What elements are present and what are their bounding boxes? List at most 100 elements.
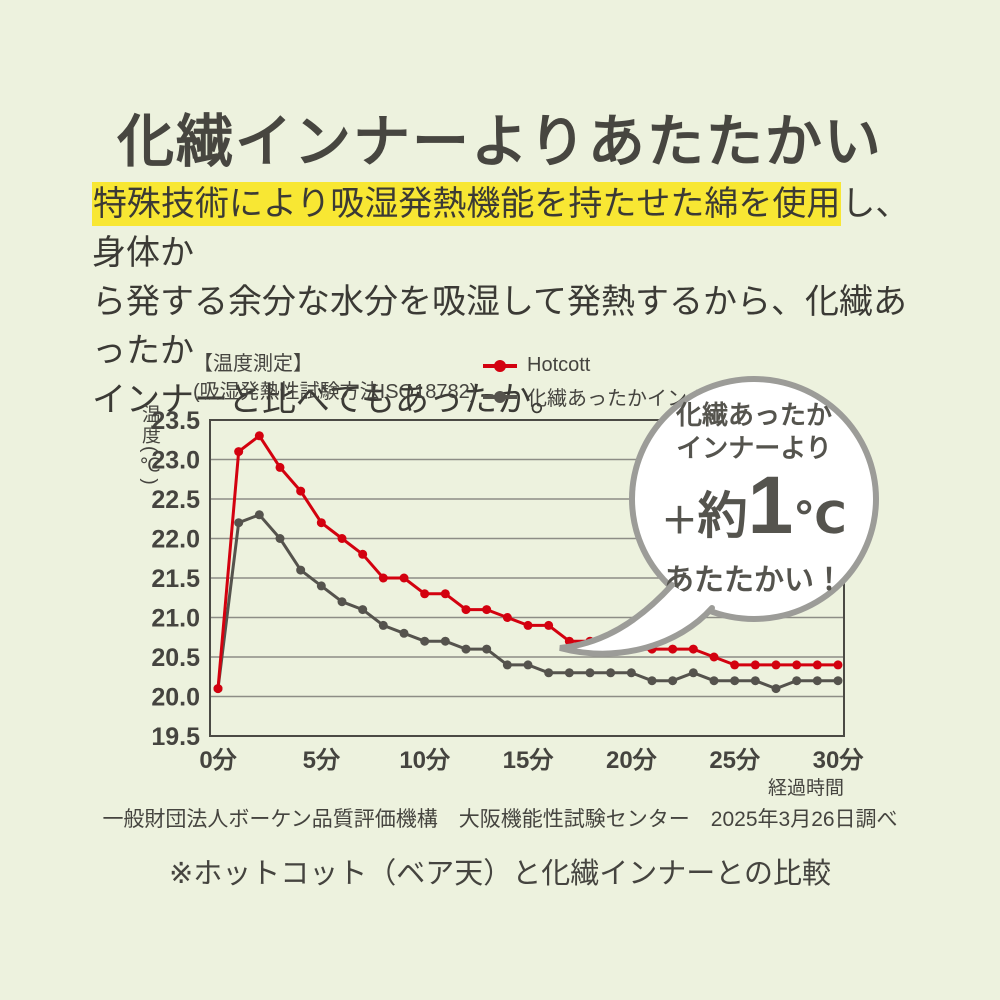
y-tick-label: 22.5: [151, 486, 200, 514]
data-point: [399, 573, 409, 583]
data-point: [833, 660, 843, 670]
intro-line-3: インナーと比べてもあったか。: [92, 381, 565, 419]
y-tick-label: 23.5: [151, 407, 200, 435]
data-point: [668, 644, 678, 654]
data-point: [688, 644, 698, 654]
speech-bubble: 化繊あったか インナーより ＋ 約 1 ℃ あたたかい！: [629, 376, 879, 622]
data-point: [833, 676, 843, 686]
data-point: [771, 684, 781, 694]
bubble-line-4: あたたかい！: [664, 563, 844, 597]
data-point: [771, 660, 781, 670]
data-point: [544, 668, 554, 678]
x-tick-label: 30分: [813, 747, 865, 774]
chart-caption-title: 【温度測定】: [193, 353, 313, 375]
data-point: [647, 676, 657, 686]
data-point: [296, 565, 306, 575]
y-tick-label: 21.0: [151, 605, 200, 633]
data-point: [792, 676, 802, 686]
temperature-delta-value: 1: [747, 459, 794, 551]
data-point: [234, 447, 244, 457]
comparison-note: ※ホットコット（ベア天）と化繊インナーとの比較: [168, 858, 831, 890]
data-point: [482, 644, 492, 654]
data-point: [544, 620, 554, 630]
x-tick-label: 15分: [503, 747, 555, 774]
x-axis-label: 経過時間: [768, 777, 844, 799]
data-point: [523, 660, 533, 670]
data-point: [254, 431, 264, 441]
data-point: [502, 660, 512, 670]
bubble-line-1: 化繊あったか: [675, 399, 832, 430]
data-point: [337, 534, 347, 543]
y-tick-label: 23.0: [151, 447, 200, 475]
data-point: [275, 462, 285, 472]
data-point: [502, 613, 512, 622]
intro-paragraph: 特殊技術により吸湿発熱機能を持たせた綿を使用し、身体か ら発する余分な水分を吸湿…: [92, 180, 932, 425]
y-tick-label: 20.5: [151, 644, 200, 672]
legend-label: Hotcott: [527, 354, 591, 376]
data-point: [482, 605, 492, 615]
data-point: [378, 573, 388, 583]
celsius-unit: ℃: [793, 493, 847, 543]
test-source-text: 一般財団法人ボーケン品質評価機構 大阪機能性試験センター 2025年3月26日調…: [102, 808, 898, 831]
data-point: [626, 668, 636, 678]
legend-item: Hotcott: [483, 354, 727, 377]
legend-marker-icon: [483, 359, 517, 372]
x-tick-label: 20分: [606, 747, 658, 774]
data-point: [316, 518, 326, 528]
data-point: [378, 620, 388, 630]
data-point: [358, 549, 368, 559]
y-tick-label: 19.5: [151, 723, 200, 751]
x-tick-label: 0分: [199, 747, 237, 774]
data-point: [440, 636, 450, 646]
data-point: [316, 581, 326, 591]
intro-line-1: 特殊技術により吸湿発熱機能を持たせた綿を使用し、身体か: [92, 180, 932, 278]
data-point: [296, 486, 306, 496]
data-point: [709, 676, 719, 686]
speech-bubble-tail: [559, 582, 715, 657]
data-point: [234, 518, 244, 528]
data-point: [606, 668, 616, 678]
y-tick-label: 20.0: [151, 684, 200, 712]
bubble-line-2: インナーより: [676, 432, 832, 463]
chart-caption: 【温度測定】 (吸湿発熱性試験方法ISO18782): [193, 350, 476, 406]
data-point: [730, 660, 740, 670]
data-point: [337, 597, 347, 607]
data-point: [461, 644, 471, 654]
data-point: [730, 676, 740, 686]
page-title: 化繊インナーよりあたたかい: [117, 110, 883, 175]
data-point: [812, 676, 822, 686]
data-point: [461, 605, 471, 615]
data-point: [585, 668, 595, 678]
data-point: [709, 652, 719, 662]
data-point: [668, 676, 678, 686]
data-point: [254, 510, 264, 520]
legend-marker-icon: [483, 390, 517, 403]
data-point: [564, 668, 574, 678]
data-point: [750, 660, 760, 670]
data-point: [420, 589, 430, 599]
intro-line-2: ら発する余分な水分を吸湿して発熱するから、化繊あったか: [92, 283, 907, 370]
chart-caption-method: (吸湿発熱性試験方法ISO18782): [193, 381, 477, 403]
highlighted-text: 特殊技術により吸湿発熱機能を持たせた綿を使用: [92, 182, 842, 226]
data-point: [399, 628, 409, 638]
y-tick-label: 21.5: [151, 565, 200, 593]
x-tick-label: 10分: [399, 747, 451, 774]
intro-line-1-rest: し、身体か: [92, 185, 910, 272]
approx-label: 約: [697, 487, 748, 544]
data-point: [440, 589, 450, 599]
data-point: [213, 684, 223, 694]
data-point: [358, 605, 368, 615]
data-point: [792, 660, 802, 670]
data-point: [688, 668, 698, 678]
data-point: [750, 676, 760, 686]
data-point: [275, 534, 285, 543]
bubble-highlight-value: ＋ 約 1 ℃: [661, 459, 847, 560]
data-point: [812, 660, 822, 670]
data-point: [523, 620, 533, 630]
plus-sign: ＋: [661, 499, 698, 541]
y-axis-unit-label: 温度(℃): [139, 404, 160, 487]
x-tick-label: 25分: [709, 747, 761, 774]
y-tick-label: 22.0: [151, 526, 200, 554]
data-point: [420, 636, 430, 646]
x-tick-label: 5分: [303, 747, 341, 774]
